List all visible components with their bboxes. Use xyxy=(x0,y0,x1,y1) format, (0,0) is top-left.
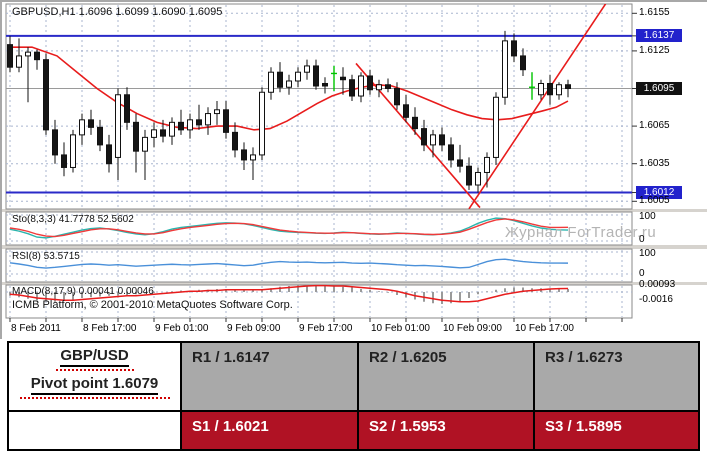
time-axis-label: 10 Feb 01:00 xyxy=(371,323,430,334)
time-axis-label: 9 Feb 01:00 xyxy=(155,323,209,334)
watermark: Журнал ForTrader.ru xyxy=(505,224,657,241)
price-axis-label: 1.6065 xyxy=(639,120,670,132)
chart-title: GBPUSD,H1 1.6096 1.6099 1.6090 1.6095 xyxy=(12,6,223,18)
pivot-s3-cell: S3 / 1.5895 xyxy=(533,410,698,449)
pivot-symbol: GBP/USD xyxy=(60,347,129,367)
price-tag-resistance: 1.6137 xyxy=(636,29,682,42)
price-tag-current: 1.6095 xyxy=(636,82,682,95)
price-axis-label: 1.6125 xyxy=(639,44,670,56)
time-axis-label: 8 Feb 2011 xyxy=(11,323,61,334)
pivot-r3-cell: R3 / 1.6273 xyxy=(533,343,698,410)
spellcheck-underline xyxy=(55,369,134,371)
macd-scale-high: 0.00093 xyxy=(639,279,676,290)
chart-canvas[interactable] xyxy=(2,2,707,339)
price-axis-label: 1.6005 xyxy=(639,195,670,207)
pivot-point-label: Pivot point 1.6079 xyxy=(30,375,159,395)
pivot-r2-cell: R2 / 1.6205 xyxy=(357,343,533,410)
time-axis-label: 10 Feb 09:00 xyxy=(443,323,502,334)
pivot-table: GBP/USD Pivot point 1.6079 R1 / 1.6147 R… xyxy=(7,341,700,451)
time-axis-label: 9 Feb 17:00 xyxy=(299,323,353,334)
price-axis-label: 1.6035 xyxy=(639,157,670,169)
time-axis-label: 8 Feb 17:00 xyxy=(83,323,137,334)
platform-credit: ICMB Platform, © 2001-2010 MetaQuotes So… xyxy=(12,299,293,311)
pivot-empty-cell xyxy=(9,410,180,449)
time-axis-label: 9 Feb 09:00 xyxy=(227,323,281,334)
stochastic-label: Sto(8,3,3) 41.7778 52.5602 xyxy=(12,214,134,225)
pivot-r1-cell: R1 / 1.6147 xyxy=(180,343,357,410)
pivot-symbol-cell: GBP/USD Pivot point 1.6079 xyxy=(9,343,180,410)
sto-scale-0: 0 xyxy=(639,234,645,245)
pivot-s1-cell: S1 / 1.6021 xyxy=(180,410,357,449)
rsi-label: RSI(8) 53.5715 xyxy=(12,251,80,262)
spellcheck-underline xyxy=(19,397,170,399)
rsi-scale-0: 0 xyxy=(639,268,645,279)
macd-label: MACD(8,17,9) 0.00041 0.00046 xyxy=(12,286,154,297)
pivot-s2-cell: S2 / 1.5953 xyxy=(357,410,533,449)
rsi-scale-100: 100 xyxy=(639,248,656,259)
mt4-chart-window: GBPUSD,H1 1.6096 1.6099 1.6090 1.6095 St… xyxy=(0,0,707,339)
time-axis-label: 10 Feb 17:00 xyxy=(515,323,574,334)
price-axis-label: 1.6155 xyxy=(639,7,670,19)
macd-scale-low: -0.0016 xyxy=(639,294,673,305)
sto-scale-100: 100 xyxy=(639,211,656,222)
price-tag-support: 1.6012 xyxy=(636,186,682,199)
